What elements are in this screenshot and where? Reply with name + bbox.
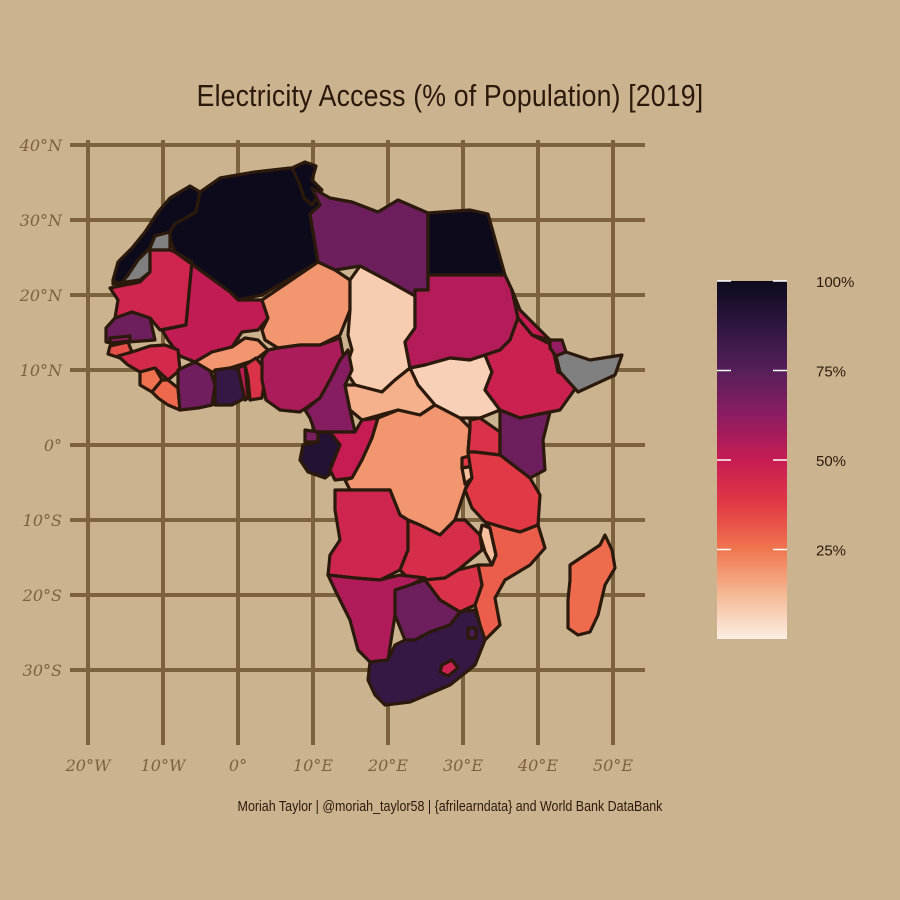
longitude-tick-label: 50°E	[593, 756, 633, 775]
legend-tick-label: 100%	[816, 274, 854, 291]
latitude-tick-label: 30°S	[23, 661, 62, 680]
country-liberia	[150, 378, 182, 412]
country-mozambique	[473, 520, 547, 642]
legend-tick-label: 50%	[816, 453, 846, 470]
longitude-tick-label: 30°E	[443, 756, 483, 775]
country-madagascar	[566, 533, 617, 637]
longitude-tick-label: 10°E	[293, 756, 333, 775]
longitude-tick-label: 0°	[229, 756, 247, 775]
latitude-labels: 40°N 30°N 20°N 10°N 0° 10°S 20°S 30°S	[19, 136, 63, 680]
chart-title: Electricity Access (% of Population) [20…	[196, 78, 704, 113]
longitude-labels: 20°W 10°W 0° 10°E 20°E 30°E 40°E 50°E	[65, 756, 634, 775]
country-layer	[104, 160, 624, 707]
country-equatorial-guinea	[303, 428, 320, 444]
source-caption: Moriah Taylor | @moriah_taylor58 | {afri…	[237, 799, 663, 815]
country-lesotho	[438, 658, 460, 678]
latitude-tick-label: 10°N	[20, 361, 63, 380]
legend-tick-label: 25%	[816, 543, 846, 560]
country-zambia	[398, 518, 484, 582]
country-uganda	[466, 416, 502, 457]
country-south-africa	[366, 608, 487, 707]
color-legend: 25% 50% 75% 100%	[717, 274, 854, 639]
latitude-tick-label: 10°S	[23, 511, 62, 530]
latitude-tick-label: 40°N	[19, 136, 63, 155]
longitude-tick-label: 10°W	[141, 756, 187, 775]
legend-tick-label: 75%	[816, 364, 846, 381]
longitude-tick-label: 20°W	[65, 756, 112, 775]
country-angola	[326, 488, 410, 582]
longitude-tick-label: 40°E	[517, 756, 558, 775]
latitude-tick-label: 20°N	[19, 286, 63, 305]
country-somalia	[554, 350, 624, 394]
country-swaziland	[466, 626, 478, 640]
country-kenya	[498, 408, 552, 480]
country-egypt	[426, 208, 507, 277]
latitude-tick-label: 0°	[44, 436, 62, 455]
latitude-tick-label: 30°N	[20, 211, 63, 230]
longitude-tick-label: 20°E	[367, 756, 408, 775]
latitude-tick-label: 20°S	[22, 586, 62, 605]
